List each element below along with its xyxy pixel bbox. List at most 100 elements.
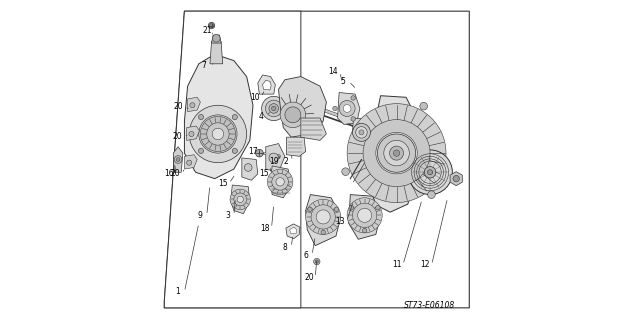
Text: 18: 18 — [260, 224, 270, 233]
Circle shape — [339, 100, 355, 116]
Circle shape — [378, 134, 416, 172]
Circle shape — [207, 123, 229, 145]
Polygon shape — [184, 155, 197, 169]
Circle shape — [230, 189, 250, 210]
Circle shape — [353, 203, 377, 227]
Polygon shape — [212, 35, 221, 43]
Circle shape — [358, 208, 372, 222]
Circle shape — [376, 205, 380, 210]
Text: 15: 15 — [218, 179, 227, 188]
Polygon shape — [266, 144, 285, 172]
Circle shape — [174, 156, 182, 163]
Polygon shape — [187, 126, 200, 140]
Circle shape — [424, 167, 436, 178]
Circle shape — [200, 116, 236, 152]
Circle shape — [244, 164, 252, 171]
Circle shape — [269, 104, 278, 113]
Circle shape — [362, 228, 367, 233]
Text: 10: 10 — [250, 93, 259, 102]
Text: 1: 1 — [175, 287, 180, 296]
Text: 9: 9 — [198, 211, 203, 220]
Circle shape — [342, 168, 349, 175]
Circle shape — [271, 106, 276, 111]
Text: 13: 13 — [335, 217, 345, 226]
Circle shape — [453, 175, 460, 182]
Circle shape — [212, 34, 220, 42]
Circle shape — [420, 102, 428, 110]
Polygon shape — [271, 166, 291, 198]
Circle shape — [343, 105, 351, 112]
Circle shape — [351, 117, 355, 121]
Text: 5: 5 — [340, 77, 345, 86]
Circle shape — [210, 24, 214, 27]
Circle shape — [316, 210, 330, 224]
Circle shape — [349, 205, 354, 210]
Circle shape — [266, 100, 282, 117]
Circle shape — [408, 150, 452, 195]
Circle shape — [275, 152, 282, 160]
Circle shape — [189, 131, 194, 137]
Circle shape — [390, 146, 404, 160]
Circle shape — [347, 198, 382, 233]
Circle shape — [311, 205, 335, 229]
Polygon shape — [286, 224, 300, 239]
Text: 2: 2 — [284, 157, 288, 166]
Text: 17: 17 — [248, 147, 258, 156]
Polygon shape — [301, 118, 326, 140]
Text: ST73-E06108: ST73-E06108 — [404, 301, 456, 310]
Polygon shape — [164, 11, 301, 308]
Circle shape — [232, 148, 237, 153]
Polygon shape — [337, 93, 360, 124]
Circle shape — [190, 103, 195, 108]
Circle shape — [359, 130, 364, 135]
Text: 12: 12 — [420, 260, 430, 269]
Text: 14: 14 — [328, 67, 338, 76]
Circle shape — [363, 120, 430, 187]
Text: 7: 7 — [201, 61, 206, 70]
Text: 20: 20 — [171, 169, 180, 178]
Circle shape — [199, 115, 237, 153]
Circle shape — [262, 96, 286, 121]
Circle shape — [276, 178, 284, 186]
Polygon shape — [184, 54, 253, 179]
Polygon shape — [173, 147, 183, 172]
Circle shape — [189, 105, 246, 163]
Polygon shape — [306, 195, 340, 246]
Circle shape — [268, 169, 293, 195]
Circle shape — [308, 207, 312, 211]
Circle shape — [394, 150, 400, 156]
Circle shape — [316, 260, 319, 263]
Polygon shape — [352, 118, 372, 148]
Text: 3: 3 — [225, 211, 230, 220]
Circle shape — [209, 22, 215, 29]
Circle shape — [285, 107, 301, 123]
Circle shape — [232, 115, 237, 120]
Polygon shape — [262, 80, 271, 90]
Circle shape — [198, 148, 204, 153]
Circle shape — [428, 191, 435, 198]
Circle shape — [428, 170, 433, 175]
Text: 8: 8 — [282, 243, 287, 252]
Text: 15: 15 — [259, 169, 269, 178]
Circle shape — [255, 149, 263, 157]
Circle shape — [351, 96, 355, 100]
Circle shape — [187, 160, 192, 165]
Polygon shape — [230, 185, 250, 214]
Circle shape — [212, 128, 223, 140]
Circle shape — [356, 127, 367, 138]
Text: 16: 16 — [164, 169, 174, 178]
Text: 21: 21 — [202, 26, 211, 35]
Polygon shape — [242, 158, 258, 180]
Polygon shape — [164, 11, 469, 308]
Text: 4: 4 — [259, 112, 264, 121]
Polygon shape — [349, 195, 381, 239]
Polygon shape — [278, 77, 326, 137]
Circle shape — [234, 193, 246, 206]
Polygon shape — [188, 97, 200, 112]
Circle shape — [353, 123, 371, 141]
Circle shape — [314, 258, 320, 265]
Circle shape — [198, 115, 204, 120]
Text: 19: 19 — [269, 157, 278, 166]
Circle shape — [321, 230, 325, 234]
Circle shape — [376, 132, 417, 174]
